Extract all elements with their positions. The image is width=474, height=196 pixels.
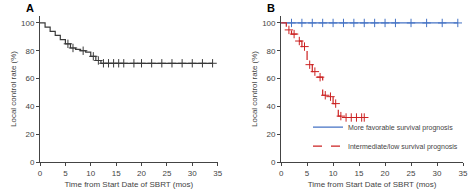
svg-text:30: 30 [188,169,197,178]
svg-text:A: A [26,2,34,14]
svg-text:60: 60 [267,74,276,83]
svg-text:Local control rate (%): Local control rate (%) [250,51,259,127]
svg-text:0: 0 [38,169,43,178]
svg-text:100: 100 [21,19,35,28]
svg-text:40: 40 [267,102,276,111]
svg-text:15: 15 [112,169,121,178]
svg-text:60: 60 [25,74,34,83]
svg-text:More favorable survival progno: More favorable survival prognosis [348,124,453,132]
svg-text:B: B [267,2,275,14]
svg-text:10: 10 [329,169,338,178]
svg-text:20: 20 [137,169,146,178]
svg-text:20: 20 [381,169,390,178]
svg-text:80: 80 [267,47,276,56]
svg-text:Intermediate/low survival prog: Intermediate/low survival prognosis [348,143,458,151]
svg-text:5: 5 [305,169,310,178]
svg-text:40: 40 [25,102,34,111]
svg-text:Time from Start Date of SBRT (: Time from Start Date of SBRT (mos) [308,180,437,189]
svg-text:5: 5 [63,169,68,178]
svg-text:15: 15 [355,169,364,178]
svg-text:100: 100 [262,19,276,28]
svg-text:35: 35 [213,169,222,178]
svg-text:20: 20 [25,130,34,139]
svg-text:0: 0 [271,158,276,167]
svg-text:0: 0 [30,158,35,167]
svg-text:25: 25 [407,169,416,178]
svg-text:0: 0 [279,169,284,178]
svg-text:Time from Start Date of SBRT (: Time from Start Date of SBRT (mos) [64,180,193,189]
svg-text:20: 20 [267,130,276,139]
svg-text:30: 30 [433,169,442,178]
svg-text:25: 25 [162,169,171,178]
svg-text:35: 35 [459,169,468,178]
svg-text:Local control rate (%): Local control rate (%) [9,51,18,127]
svg-text:10: 10 [86,169,95,178]
svg-text:80: 80 [25,47,34,56]
